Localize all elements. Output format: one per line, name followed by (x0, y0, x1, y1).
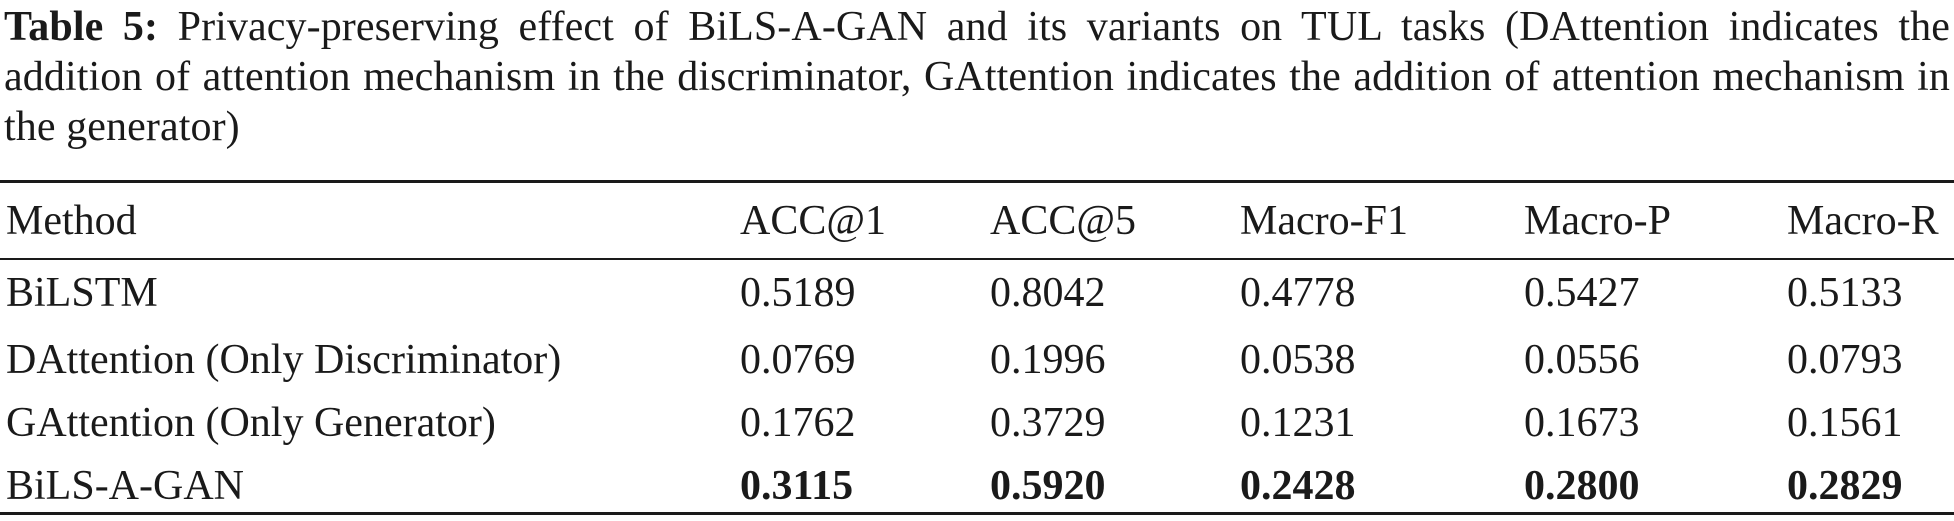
caption-text: Privacy-preserving effect of BiLS-A-GAN … (4, 4, 1950, 150)
table-row: BiLSTM 0.5189 0.8042 0.4778 0.5427 0.513… (0, 258, 1954, 328)
cell-macro-f1: 0.4778 (1240, 270, 1356, 316)
caption-label: Table 5: (4, 4, 159, 50)
cell-acc5: 0.8042 (990, 270, 1106, 316)
header-macro-r: Macro-R (1787, 197, 1939, 244)
table-top-rule (0, 180, 1954, 183)
cell-acc1: 0.1762 (740, 399, 856, 446)
cell-acc1: 0.3115 (740, 462, 854, 509)
table-row: DAttention (Only Discriminator) 0.0769 0… (0, 328, 1954, 391)
header-macro-p: Macro-P (1524, 197, 1671, 244)
cell-acc5: 0.3729 (990, 399, 1106, 446)
header-method: Method (6, 197, 137, 244)
row-method: BiLS-A-GAN (6, 462, 244, 509)
cell-macro-p: 0.2800 (1524, 462, 1640, 509)
results-table: Method ACC@1 ACC@5 Macro-F1 Macro-P Macr… (0, 183, 1954, 517)
row-method: BiLSTM (6, 270, 158, 316)
cell-macro-p: 0.0556 (1524, 336, 1640, 383)
header-acc5: ACC@5 (990, 197, 1137, 244)
row-method: GAttention (Only Generator) (6, 399, 496, 446)
header-acc1: ACC@1 (740, 197, 887, 244)
table-caption: Table 5: Privacy-preserving effect of Bi… (4, 2, 1950, 152)
table-header-rule (0, 258, 1954, 260)
cell-macro-f1: 0.2428 (1240, 462, 1356, 509)
table-header-row: Method ACC@1 ACC@5 Macro-F1 Macro-P Macr… (0, 183, 1954, 258)
cell-macro-r: 0.5133 (1787, 270, 1903, 316)
cell-macro-p: 0.1673 (1524, 399, 1640, 446)
cell-macro-r: 0.2829 (1787, 462, 1903, 509)
cell-macro-r: 0.1561 (1787, 399, 1903, 446)
cell-acc1: 0.5189 (740, 270, 856, 316)
header-macro-f1: Macro-F1 (1240, 197, 1408, 244)
table-row-best: BiLS-A-GAN 0.3115 0.5920 0.2428 0.2800 0… (0, 454, 1954, 517)
cell-acc1: 0.0769 (740, 336, 856, 383)
row-method: DAttention (Only Discriminator) (6, 336, 562, 383)
table-bottom-rule (0, 512, 1954, 515)
cell-macro-f1: 0.0538 (1240, 336, 1356, 383)
cell-macro-p: 0.5427 (1524, 270, 1640, 316)
table-row: GAttention (Only Generator) 0.1762 0.372… (0, 391, 1954, 454)
cell-macro-r: 0.0793 (1787, 336, 1903, 383)
cell-acc5: 0.5920 (990, 462, 1106, 509)
cell-acc5: 0.1996 (990, 336, 1106, 383)
cell-macro-f1: 0.1231 (1240, 399, 1356, 446)
